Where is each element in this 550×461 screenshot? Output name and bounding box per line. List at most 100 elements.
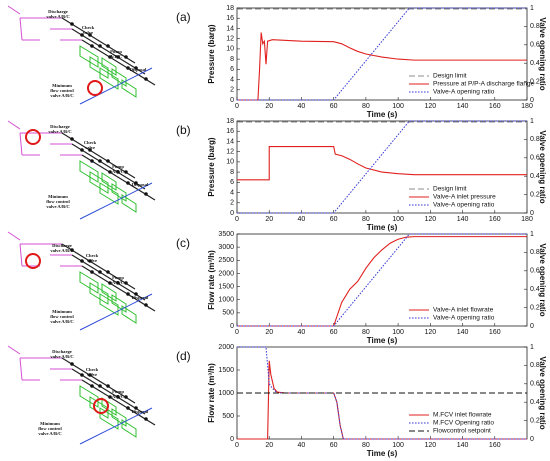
x-tick-label: 0 bbox=[235, 216, 239, 223]
schematic-label: Check bbox=[86, 253, 99, 258]
pipe-loop bbox=[99, 407, 119, 430]
schematic-label: Minimum bbox=[52, 83, 72, 88]
valve-symbol bbox=[134, 406, 138, 410]
panel-label: (d) bbox=[176, 349, 191, 363]
schematic-label: valve A/B/C bbox=[46, 14, 69, 19]
series-line bbox=[237, 346, 527, 440]
x-tick-label: 120 bbox=[424, 103, 436, 110]
pipe-disposal bbox=[79, 407, 153, 445]
x-tick-label: 40 bbox=[298, 329, 306, 336]
x-tick-label: 60 bbox=[330, 329, 338, 336]
y2-tick-label: 0.8 bbox=[530, 249, 540, 256]
y-tick-label: 16 bbox=[226, 15, 234, 22]
x-tick-label: 20 bbox=[265, 442, 273, 449]
valve-symbol bbox=[126, 66, 130, 70]
valve-symbol bbox=[126, 181, 130, 185]
pipe-line bbox=[81, 379, 156, 426]
pipe-loop bbox=[89, 396, 109, 419]
pipe-loop bbox=[89, 171, 109, 194]
x-axis-label: Time (s) bbox=[367, 449, 398, 458]
valve-symbol bbox=[80, 259, 84, 263]
pipe-feed bbox=[7, 120, 21, 130]
y2-tick-label: 0.2 bbox=[530, 78, 540, 85]
x-tick-label: 0 bbox=[235, 442, 239, 449]
y-tick-label: 1500 bbox=[218, 283, 234, 290]
x-tick-label: 160 bbox=[489, 329, 501, 336]
x-tick-label: 140 bbox=[457, 216, 469, 223]
schematic-label: valve A/B/C bbox=[50, 319, 73, 324]
valve-symbol bbox=[134, 292, 138, 296]
y-tick-label: 0 bbox=[230, 323, 234, 330]
y-tick-label: 2 bbox=[230, 87, 234, 94]
x-tick-label: 100 bbox=[392, 103, 404, 110]
schematic-label: Disposal bbox=[132, 182, 149, 187]
valve-symbol bbox=[90, 159, 94, 163]
valve-symbol bbox=[98, 270, 102, 274]
schematic-label: flow control bbox=[38, 426, 62, 431]
valve-symbol bbox=[106, 44, 110, 48]
y2-axis-label: Valve opening ratio bbox=[538, 243, 547, 316]
x-tick-label: 60 bbox=[330, 216, 338, 223]
plot-frame bbox=[236, 233, 528, 327]
valve-symbol bbox=[90, 270, 94, 274]
y2-tick-label: 0.8 bbox=[530, 23, 540, 30]
schematic-label: valve bbox=[85, 145, 95, 150]
y2-tick-label: 0 bbox=[530, 436, 534, 443]
panel-label: (c) bbox=[176, 236, 190, 250]
x-tick-label: 140 bbox=[457, 442, 469, 449]
legend-label: Flowcontrol setpoint bbox=[433, 428, 491, 435]
valve-symbol bbox=[108, 55, 112, 59]
y2-tick-label: 0.8 bbox=[530, 362, 540, 369]
y-tick-label: 12 bbox=[226, 149, 234, 156]
pipe-loop bbox=[101, 172, 117, 191]
pipe-line bbox=[81, 265, 156, 312]
valve-symbol bbox=[106, 270, 110, 274]
y-tick-label: 500 bbox=[222, 310, 234, 317]
schematic-label: Discharge bbox=[50, 124, 70, 129]
valve-symbol bbox=[116, 281, 120, 285]
legend-label: M.FCV inlet flowrate bbox=[433, 412, 492, 419]
schematic-label: Discharge bbox=[48, 9, 68, 14]
valve-symbol bbox=[108, 395, 112, 399]
pipe-disposal bbox=[79, 67, 153, 105]
y-tick-label: 8 bbox=[230, 56, 234, 63]
plot-frame bbox=[236, 7, 528, 101]
plot-frame bbox=[236, 120, 528, 214]
schematic-label: Check bbox=[82, 25, 95, 30]
valve-symbol bbox=[88, 373, 92, 377]
x-tick-label: 0 bbox=[235, 103, 239, 110]
schematic-label: Check bbox=[84, 140, 97, 145]
legend-label: M.FCV Opening ratio bbox=[433, 420, 494, 427]
schematic-label: valve bbox=[87, 258, 97, 263]
pipe-line bbox=[71, 143, 146, 190]
y-axis-label: Pressure (barg) bbox=[207, 24, 216, 83]
x-tick-label: 40 bbox=[298, 442, 306, 449]
pipe-loop bbox=[101, 57, 117, 76]
highlight-circle bbox=[87, 80, 103, 96]
valve-symbol bbox=[80, 148, 84, 152]
pipe-line bbox=[71, 254, 146, 301]
pipe-loop bbox=[89, 56, 109, 79]
x-tick-label: 180 bbox=[521, 103, 533, 110]
y2-axis-label: Valve opening ratio bbox=[538, 130, 547, 203]
pipe-line bbox=[61, 357, 136, 404]
valve-symbol bbox=[108, 170, 112, 174]
y-tick-label: 14 bbox=[226, 25, 234, 32]
y-tick-label: 4 bbox=[230, 189, 234, 196]
schematic-label: Discharge bbox=[52, 349, 72, 354]
x-tick-label: 60 bbox=[330, 103, 338, 110]
series-line bbox=[237, 146, 527, 181]
legend-label: Valve-A opening ratio bbox=[433, 315, 495, 322]
y2-tick-label: 0.6 bbox=[530, 155, 540, 162]
pipe-loop bbox=[121, 79, 137, 98]
y2-axis-label: Valve opening ratio bbox=[538, 17, 547, 90]
pipe-line bbox=[61, 17, 136, 64]
y-axis-label: Pressure (barg) bbox=[207, 137, 216, 196]
x-tick-label: 80 bbox=[362, 442, 370, 449]
schematic-label: Pump bbox=[112, 275, 124, 280]
schematic-label: Pump bbox=[112, 389, 124, 394]
y-tick-label: 1000 bbox=[218, 390, 234, 397]
x-tick-label: 100 bbox=[392, 216, 404, 223]
y-tick-label: 1000 bbox=[218, 297, 234, 304]
